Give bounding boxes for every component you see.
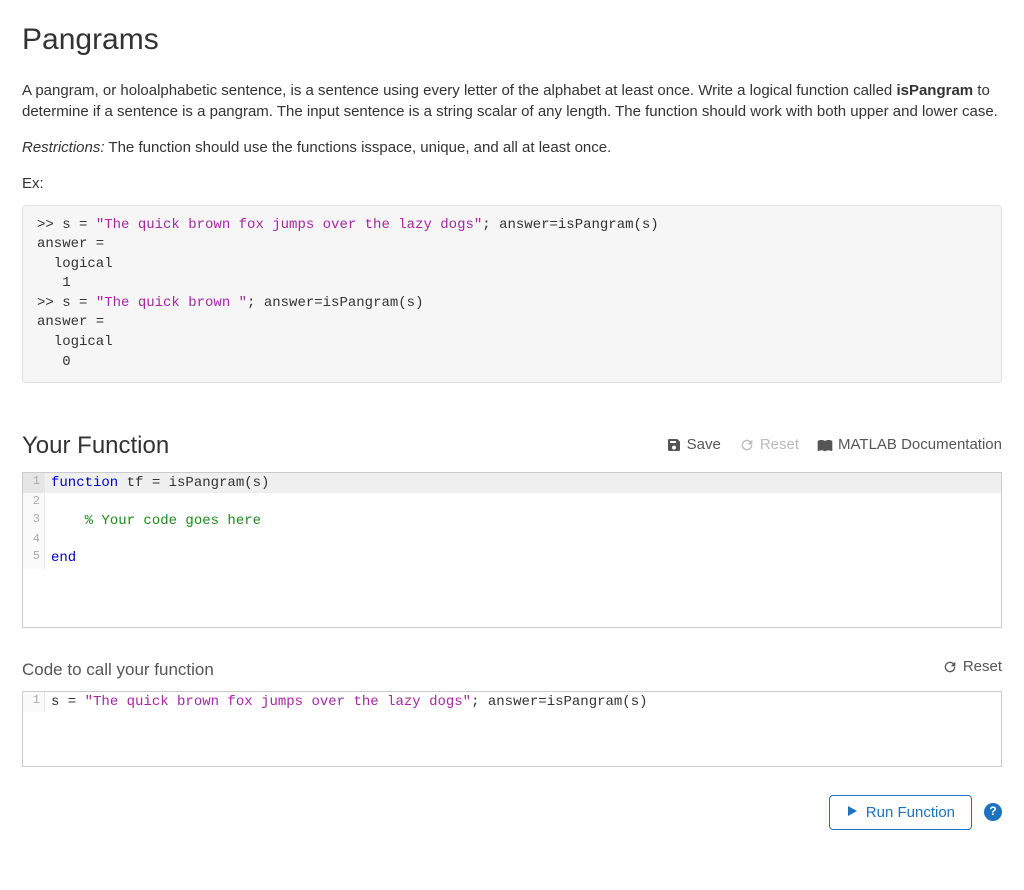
function-code-editor[interactable]: 1 function tf = isPangram(s) 2 3 % Your … (22, 472, 1002, 628)
docs-link[interactable]: MATLAB Documentation (817, 434, 1002, 456)
call-code-editor[interactable]: 1 s = "The quick brown fox jumps over th… (22, 691, 1002, 767)
save-label: Save (687, 434, 721, 456)
reset-icon (942, 659, 958, 675)
example-text: logical (37, 334, 113, 350)
line-number: 1 (23, 692, 45, 712)
code-comment: % Your code goes here (85, 513, 261, 529)
docs-label: MATLAB Documentation (838, 434, 1002, 456)
example-text: ; answer=isPangram(s) (482, 217, 658, 233)
example-label: Ex: (22, 173, 1002, 195)
line-number: 5 (23, 548, 45, 568)
line-number: 2 (23, 493, 45, 510)
restrictions-text: The function should use the functions is… (105, 139, 612, 156)
code-line: 5 end (23, 548, 1001, 568)
example-text: logical (37, 256, 113, 272)
line-number: 1 (23, 473, 45, 493)
editor-toolbar: Save Reset MATLAB Documentation (666, 434, 1002, 456)
help-icon[interactable]: ? (984, 803, 1002, 821)
run-function-button[interactable]: Run Function (829, 795, 972, 830)
reset-call-label: Reset (963, 656, 1002, 678)
example-text: >> s = (37, 295, 96, 311)
run-function-label: Run Function (866, 804, 955, 821)
your-function-title: Your Function (22, 429, 666, 464)
code-text: s = (51, 694, 85, 710)
reset-call-button[interactable]: Reset (942, 656, 1002, 678)
example-code-block: >> s = "The quick brown fox jumps over t… (22, 205, 1002, 384)
page-title: Pangrams (22, 18, 1002, 62)
code-keyword: function (51, 475, 118, 491)
call-code-title: Code to call your function (22, 658, 214, 683)
example-text: answer = (37, 314, 104, 330)
code-line: 1 s = "The quick brown fox jumps over th… (23, 692, 1001, 712)
reset-label: Reset (760, 434, 799, 456)
example-string: "The quick brown " (96, 295, 247, 311)
reset-button[interactable]: Reset (739, 434, 799, 456)
restrictions-label: Restrictions: (22, 139, 105, 156)
save-icon (666, 437, 682, 453)
code-text: ; answer=isPangram(s) (471, 694, 647, 710)
code-keyword: end (51, 550, 76, 566)
reset-icon (739, 437, 755, 453)
example-string: "The quick brown fox jumps over the lazy… (96, 217, 482, 233)
example-text: ; answer=isPangram(s) (247, 295, 423, 311)
code-text: tf = isPangram(s) (118, 475, 269, 491)
code-line: 3 % Your code goes here (23, 511, 1001, 531)
desc-text-before: A pangram, or holoalphabetic sentence, i… (22, 82, 896, 99)
problem-description: A pangram, or holoalphabetic sentence, i… (22, 80, 1002, 124)
desc-bold-function-name: isPangram (896, 82, 973, 99)
code-string: "The quick brown fox jumps over the lazy… (85, 694, 471, 710)
line-number: 3 (23, 511, 45, 531)
book-icon (817, 437, 833, 453)
code-line: 4 (23, 531, 1001, 548)
your-function-header: Your Function Save Reset MATLAB Document… (22, 429, 1002, 464)
example-text: answer = (37, 236, 104, 252)
example-text: >> s = (37, 217, 96, 233)
code-line: 2 (23, 493, 1001, 510)
code-line: 1 function tf = isPangram(s) (23, 473, 1001, 493)
example-text: 1 (37, 275, 71, 291)
play-icon (846, 804, 858, 821)
bottom-actions: Run Function ? (22, 795, 1002, 830)
example-text: 0 (37, 354, 71, 370)
restrictions-line: Restrictions: The function should use th… (22, 137, 1002, 159)
save-button[interactable]: Save (666, 434, 721, 456)
code-indent (51, 513, 85, 529)
call-code-header: Code to call your function Reset (22, 656, 1002, 683)
line-number: 4 (23, 531, 45, 548)
